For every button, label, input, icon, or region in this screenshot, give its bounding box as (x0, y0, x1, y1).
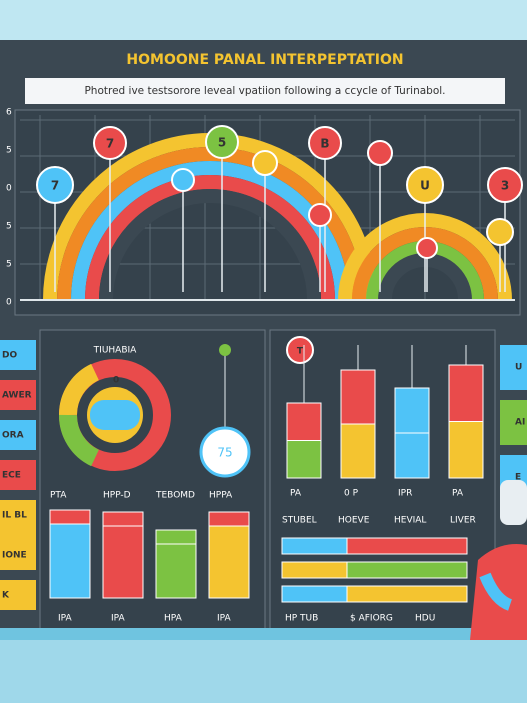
side-tab (0, 420, 36, 450)
axis-label: 6 (6, 108, 12, 118)
bar-top-label: HPP-D (103, 491, 131, 501)
balloon (487, 167, 523, 203)
side-tab-label: U (515, 363, 522, 373)
bar-label: PA (290, 489, 302, 499)
donut-seg (58, 414, 100, 467)
gauge-label: 75 (217, 446, 232, 460)
balloon-label: 5 (218, 136, 226, 150)
balloon-label: 7 (106, 137, 114, 151)
balloon-label: 7 (51, 179, 59, 193)
hbar-top-label: HOEVE (338, 516, 370, 526)
donut-inner (90, 400, 140, 430)
bar-label: PA (452, 489, 464, 499)
bar (49, 509, 91, 599)
balloon (36, 166, 74, 204)
shelf (0, 628, 527, 640)
subtitle-bar (25, 78, 505, 104)
bar-cap (448, 364, 484, 422)
axis-label: 5 (6, 146, 12, 156)
side-tab (0, 540, 36, 570)
axis-label: 0 (6, 298, 12, 308)
figure-arm (479, 572, 513, 611)
side-tab-label: E (515, 473, 521, 483)
balloon (252, 150, 278, 176)
donut-seg (58, 363, 100, 416)
side-tab (0, 340, 36, 370)
side-tab (0, 460, 36, 490)
side-tab-label: ORA (2, 431, 24, 441)
bar-cap (102, 511, 144, 527)
balloon-label: U (420, 179, 430, 193)
balloon-label: B (320, 137, 329, 151)
balloon (93, 126, 127, 160)
arc (85, 175, 335, 301)
bar-label: 0 P (344, 489, 359, 499)
hbar-seg (281, 585, 348, 603)
hbar-seg (281, 537, 348, 555)
gauge (199, 426, 251, 478)
donut-center-label: 0 (113, 376, 119, 386)
floor (0, 640, 527, 703)
balloon (486, 218, 514, 246)
side-tab-label: DO (2, 351, 17, 361)
bar-cap (208, 511, 250, 527)
hbar-bottom-label: HDU (415, 614, 435, 624)
balloon (286, 336, 314, 364)
balloon (308, 126, 342, 160)
bar-top-label: HPPA (209, 491, 233, 501)
side-tab-label: IONE (2, 551, 27, 561)
title: HOMOONE PANAL INTERPEPTATION (126, 52, 403, 68)
arc (99, 189, 321, 301)
bar-bottom-label: IPA (217, 614, 232, 624)
side-tab-label: K (2, 591, 10, 601)
bar-cap (155, 529, 197, 545)
axis-label: 5 (6, 260, 12, 270)
bar-cap (49, 509, 91, 525)
side-tab-label: AWER (2, 391, 32, 401)
balloon (416, 237, 438, 259)
bar-label: IPR (398, 489, 412, 499)
hbar-bottom-label: HP TUB (285, 614, 318, 624)
donut-title: TIUHABIA (93, 346, 137, 356)
hbar-bottom-label: $ AFIORG (350, 614, 393, 624)
figure-head (500, 480, 527, 525)
side-tab (0, 380, 36, 410)
axis-label: 0 (6, 184, 12, 194)
subtitle: Photred ive testsorore leveal vpatiion f… (84, 85, 445, 97)
balloon (171, 168, 195, 192)
bar-bottom-label: IPA (58, 614, 73, 624)
bar-bottom-label: IPA (111, 614, 126, 624)
balloon-label: 3 (501, 179, 509, 193)
side-tab-label: IL BL (2, 511, 27, 521)
bar-top-label: TEBOMD (155, 491, 195, 501)
hbar-top-label: STUBEL (282, 516, 317, 526)
side-tab (0, 580, 36, 610)
balloon (367, 140, 393, 166)
axis-label: 5 (6, 222, 12, 232)
side-tab-label: AI (515, 418, 525, 428)
hbar-top-label: LIVER (450, 516, 476, 526)
gauge-dot (219, 344, 231, 356)
side-tab (500, 345, 527, 390)
hbar-top-label: HEVIAL (394, 516, 426, 526)
balloon (308, 203, 332, 227)
bar-cap (340, 369, 376, 425)
bar-top-label: PTA (50, 491, 67, 501)
hbar-seg (281, 561, 348, 579)
arc (71, 161, 349, 301)
side-tab-label: ECE (2, 471, 21, 481)
bar-cap (394, 387, 430, 434)
bar-cap (286, 402, 322, 441)
balloon-label: T (297, 347, 304, 357)
balloon (406, 166, 444, 204)
bar-bottom-label: HPA (164, 614, 183, 624)
balloon (205, 125, 239, 159)
side-tab (500, 400, 527, 445)
